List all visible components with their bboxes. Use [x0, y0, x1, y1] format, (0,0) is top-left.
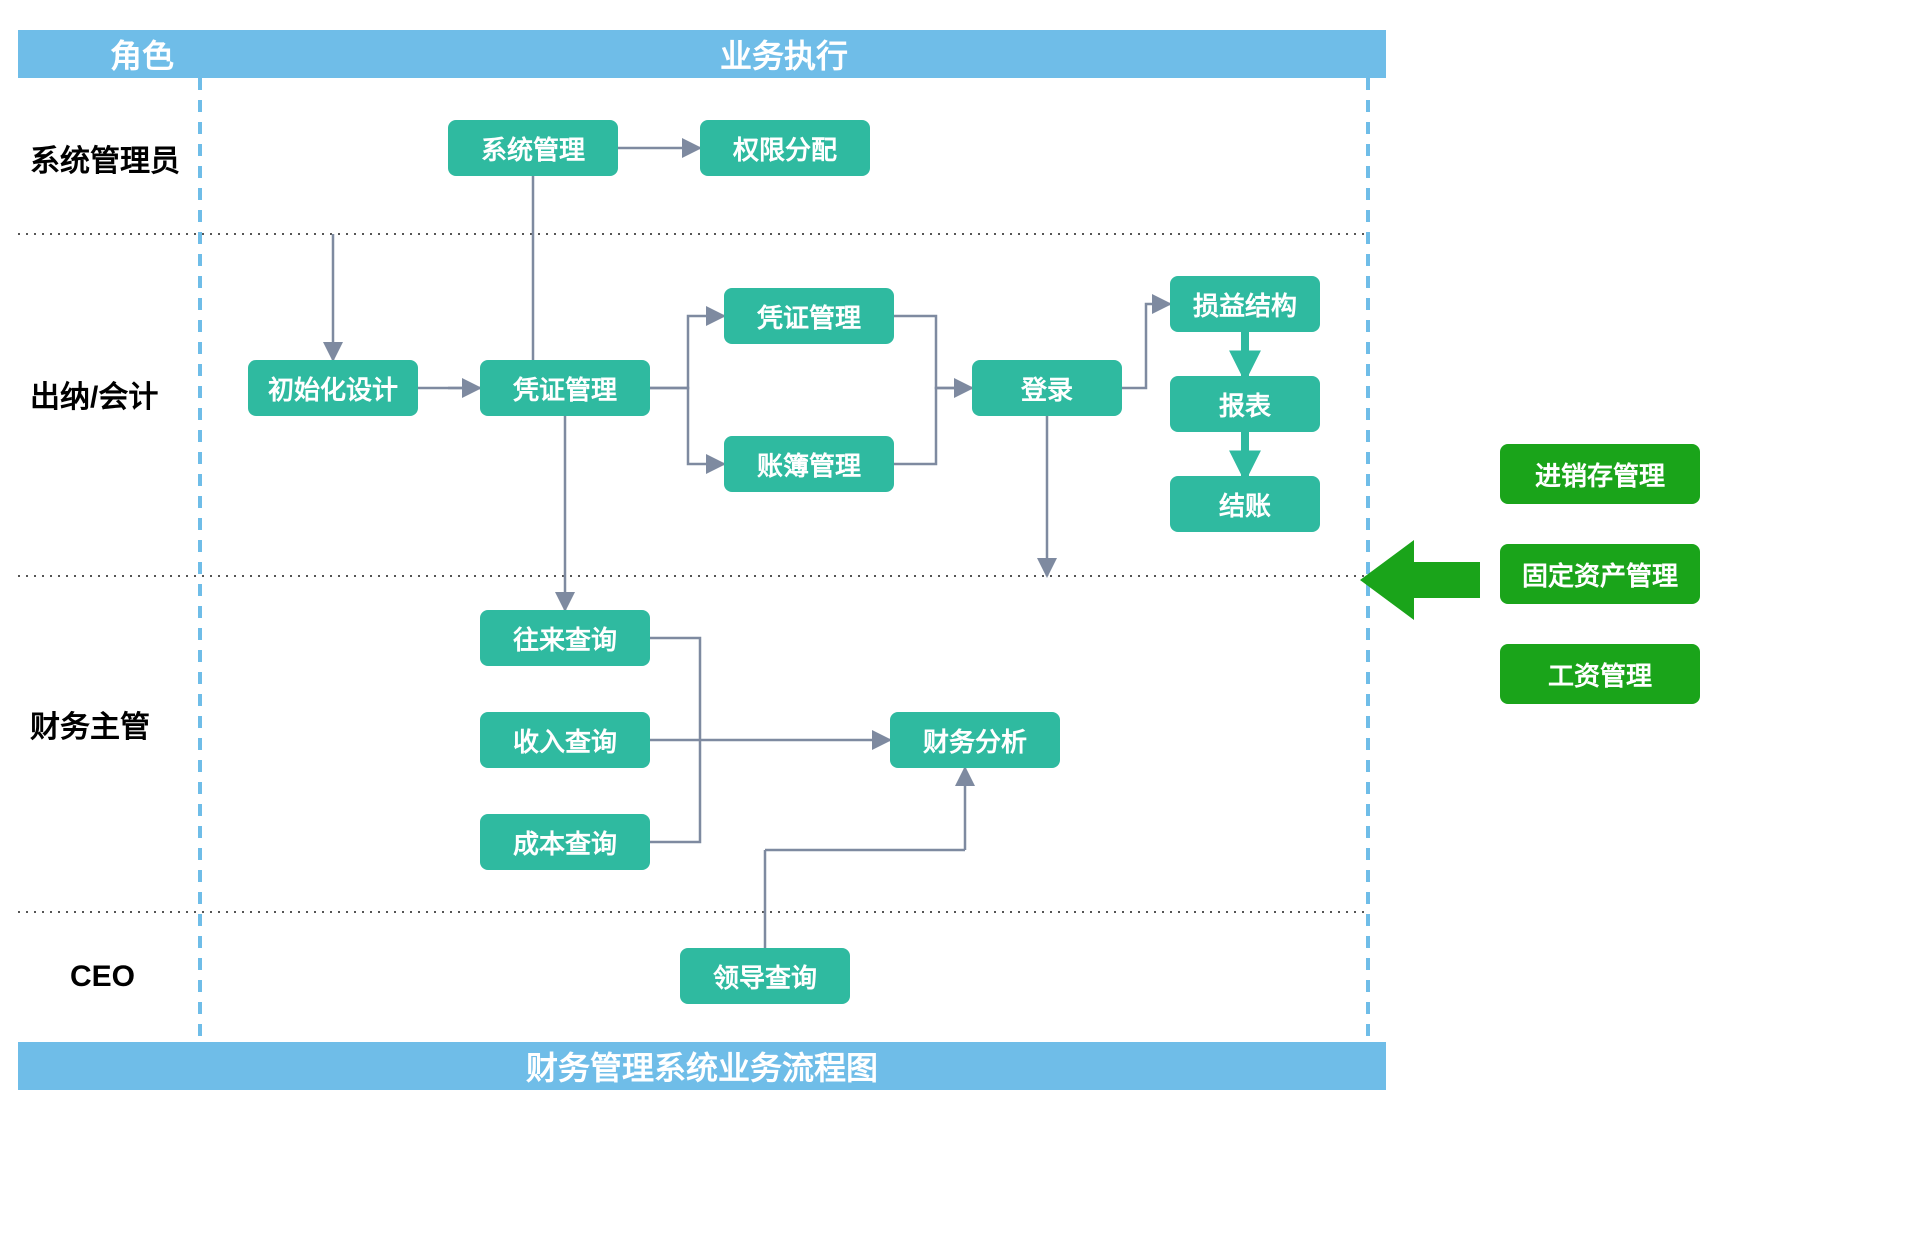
- role-sysadmin: 系统管理员: [30, 136, 180, 180]
- node-qry-income: 收入查询: [480, 712, 650, 768]
- node-lead-query: 领导查询: [680, 948, 850, 1004]
- node-voucher-mgmt: 凭证管理: [480, 360, 650, 416]
- header-role-label: 角色: [110, 31, 174, 77]
- node-pl-struct: 损益结构: [1170, 276, 1320, 332]
- node-close-acc: 结账: [1170, 476, 1320, 532]
- node-ledger-mgmt: 账簿管理: [724, 436, 894, 492]
- role-ceo: CEO: [70, 960, 135, 994]
- node-voucher2: 凭证管理: [724, 288, 894, 344]
- node-init-design: 初始化设计: [248, 360, 418, 416]
- node-qry-contact: 往来查询: [480, 610, 650, 666]
- role-fin-mgr: 财务主管: [30, 702, 150, 746]
- node-fin-analysis: 财务分析: [890, 712, 1060, 768]
- header-exec-label: 业务执行: [720, 31, 848, 77]
- node-report: 报表: [1170, 376, 1320, 432]
- footer-title: 财务管理系统业务流程图: [526, 1043, 878, 1089]
- header-bar: 角色 业务执行: [18, 30, 1386, 78]
- footer-bar: 财务管理系统业务流程图: [18, 1042, 1386, 1090]
- ext-psi: 进销存管理: [1500, 444, 1700, 504]
- role-cashier: 出纳/会计: [30, 372, 158, 416]
- diagram-canvas: 角色 业务执行 系统管理员 出纳/会计 财务主管 CEO 系统管理 权限分配 初…: [0, 0, 1920, 1237]
- node-qry-cost: 成本查询: [480, 814, 650, 870]
- node-sys-mgmt: 系统管理: [448, 120, 618, 176]
- ext-fixed-asset: 固定资产管理: [1500, 544, 1700, 604]
- ext-wage: 工资管理: [1500, 644, 1700, 704]
- node-perm-alloc: 权限分配: [700, 120, 870, 176]
- ext-arrow-icon: [1360, 540, 1480, 620]
- node-login: 登录: [972, 360, 1122, 416]
